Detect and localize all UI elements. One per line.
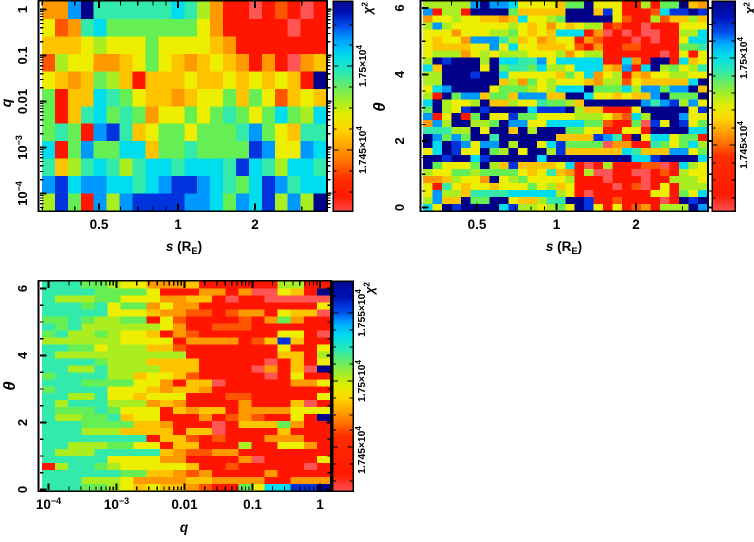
svg-text:4: 4 — [15, 351, 30, 359]
svg-text:6: 6 — [392, 4, 407, 11]
svg-text:2: 2 — [392, 137, 407, 144]
svg-text:0.01: 0.01 — [171, 497, 198, 512]
svg-text:1.745×104: 1.745×104 — [736, 121, 750, 169]
svg-text:1.75×104: 1.75×104 — [736, 36, 750, 79]
svg-text:0.1: 0.1 — [243, 497, 262, 512]
svg-text:4: 4 — [392, 70, 407, 78]
svg-text:6: 6 — [15, 285, 30, 292]
svg-text:2: 2 — [15, 419, 30, 426]
svg-text:0: 0 — [392, 204, 407, 211]
svg-text:q: q — [0, 98, 14, 107]
svg-text:θ: θ — [371, 102, 389, 111]
svg-text:q: q — [180, 520, 189, 535]
svg-text:0.5: 0.5 — [468, 217, 487, 232]
svg-text:2: 2 — [632, 217, 640, 232]
svg-text:1.75×104: 1.75×104 — [355, 44, 369, 87]
svg-text:1.745×104: 1.745×104 — [354, 426, 368, 474]
svg-text:1.75×104: 1.75×104 — [354, 359, 368, 402]
svg-text:0: 0 — [15, 486, 30, 493]
svg-text:1: 1 — [15, 6, 30, 13]
svg-text:0.5: 0.5 — [90, 217, 109, 232]
svg-text:0.1: 0.1 — [15, 46, 30, 64]
svg-text:2: 2 — [251, 217, 259, 232]
svg-text:1: 1 — [316, 497, 324, 512]
svg-text:1: 1 — [174, 217, 182, 232]
svg-text:1.755×104: 1.755×104 — [354, 289, 368, 337]
svg-text:1: 1 — [553, 217, 561, 232]
svg-text:θ: θ — [1, 381, 19, 390]
svg-text:0.01: 0.01 — [15, 89, 30, 114]
svg-text:1.745×104: 1.745×104 — [355, 126, 369, 174]
